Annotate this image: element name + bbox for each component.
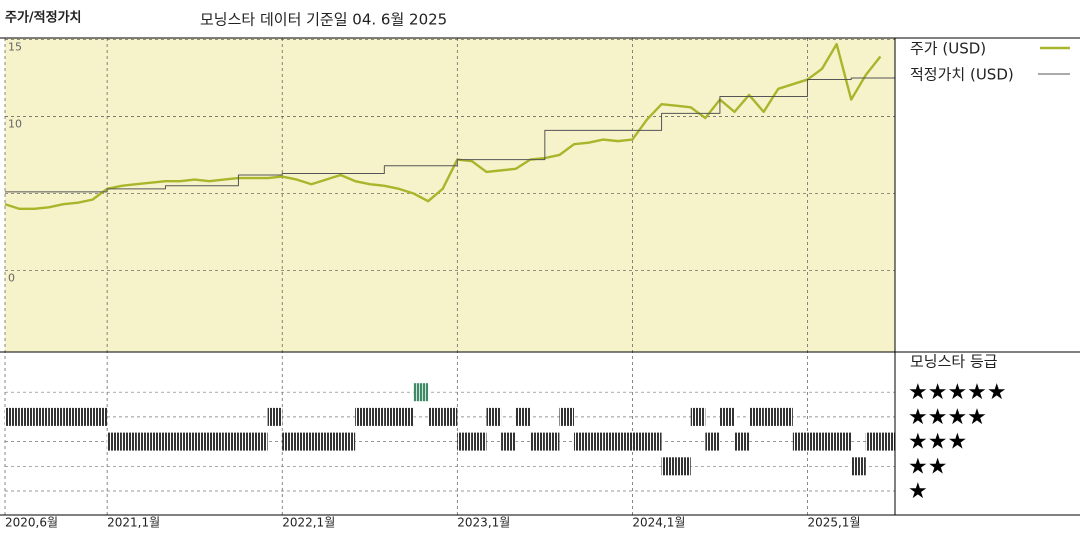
rating-bar [588,432,604,451]
rating-bar [311,432,326,451]
rating-bar [705,432,720,451]
rating-bar [530,432,545,451]
rating-bar [822,432,837,451]
x-tick-label: 2025,1월 [807,516,860,530]
x-tick-label: 2020,6월 [5,516,58,530]
rating-bar [136,432,151,451]
rating-bar [19,407,35,426]
rating-bar [574,432,589,451]
rating-bar [267,407,283,426]
rating-bar [92,407,108,426]
rating-bar [880,432,895,451]
rating-bar [544,432,560,451]
rating-bar [296,432,312,451]
rating-title: 모닝스타 등급 [910,353,998,371]
rating-label: ★★★★ [908,405,987,430]
rating-bar [749,407,764,426]
rating-bar [807,432,823,451]
rating-bar [559,407,575,426]
rating-bar [384,407,399,426]
plot-background [5,38,895,352]
rating-label: ★★ [908,454,947,479]
rating-bar [632,432,647,451]
rating-bar [209,432,224,451]
rating-bar [471,432,487,451]
rating-bar [165,432,181,451]
rating-bar [355,407,370,426]
x-tick-label: 2023,1월 [457,516,510,530]
rating-bar [734,432,750,451]
rating-bar [646,432,662,451]
rating-bar [457,432,472,451]
rating-bar [398,407,414,426]
rating-label: ★ [908,479,928,504]
rating-bar [603,432,618,451]
rating-bar [5,407,20,426]
legend-label: 주가 (USD) [910,40,986,58]
rating-bar [676,457,691,476]
rating-bar [836,432,852,451]
rating-bar [48,407,64,426]
x-tick-label: 2022,1월 [282,516,335,530]
rating-bar [77,407,93,426]
rating-bar [865,432,881,451]
rating-bar [792,432,808,451]
rating-label: ★★★★★ [908,380,1007,405]
rating-bar [413,383,429,402]
chart-title: 주가/적정가치 [5,10,82,26]
series-line [5,77,895,193]
rating-bar [223,432,239,451]
rating-bar [369,407,385,426]
rating-bar [340,432,356,451]
rating-bar [325,432,341,451]
rating-bar [778,407,793,426]
rating-bar [486,407,502,426]
y-tick-label: 15 [8,41,22,54]
rating-bar [501,432,516,451]
rating-bar [194,432,210,451]
x-tick-label: 2024,1월 [632,516,685,530]
rating-bar [442,407,458,426]
rating-bar [428,407,443,426]
rating-label: ★★★ [908,430,967,455]
rating-bar [763,407,779,426]
y-tick-label: 10 [8,118,22,131]
rating-bar [719,407,735,426]
x-tick-label: 2021,1월 [107,516,160,530]
legend-label: 적정가치 (USD) [910,66,1014,84]
rating-bar [238,432,254,451]
rating-bar [690,407,706,426]
chart-subtitle: 모닝스타 데이터 기준일 04. 6월 2025 [200,11,447,29]
rating-bar [180,432,195,451]
rating-bar [253,432,268,451]
rating-bar [851,457,866,476]
rating-bar [63,407,78,426]
rating-bar [34,407,49,426]
rating-bar [617,432,633,451]
series-line [4,42,882,211]
rating-bar [282,432,297,451]
rating-bar [107,432,122,451]
rating-bar [121,432,137,451]
rating-bar [515,407,531,426]
rating-bar [661,457,677,476]
y-tick-label: 0 [8,271,15,284]
rating-bar [150,432,166,451]
